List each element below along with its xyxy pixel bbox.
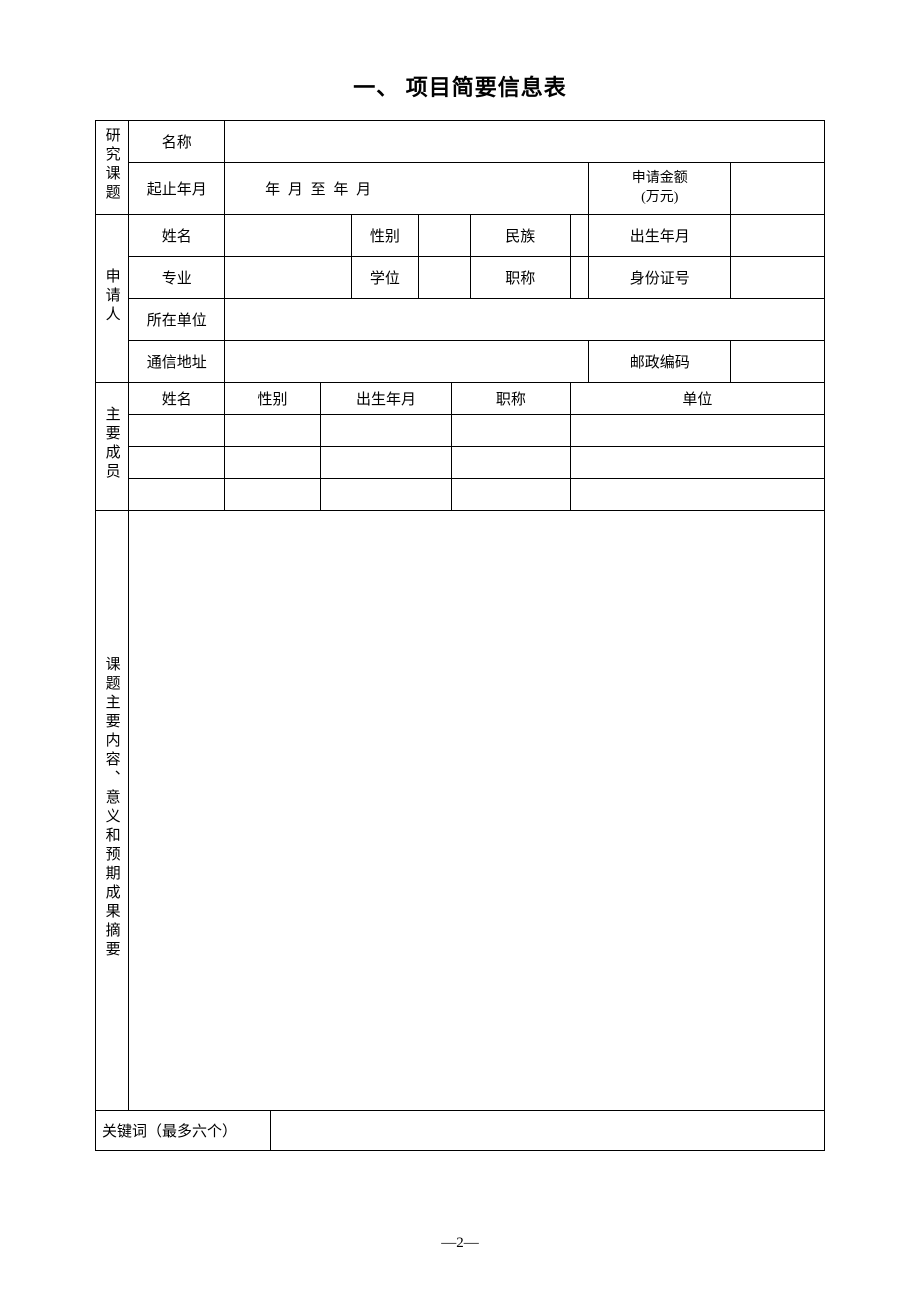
members-header-name: 姓名 — [129, 383, 225, 415]
applicant-gender-value — [418, 215, 470, 257]
applicant-degree-label: 学位 — [352, 257, 419, 299]
topic-period-label: 起止年月 — [129, 163, 225, 215]
applicant-unit-value — [225, 299, 825, 341]
applicant-postcode-value — [731, 341, 825, 383]
table-cell — [320, 479, 451, 511]
topic-amount-label: 申请金额(万元) — [589, 163, 731, 215]
table-cell — [225, 447, 321, 479]
applicant-section-label: 申请人 — [96, 215, 129, 383]
applicant-name-label: 姓名 — [129, 215, 225, 257]
table-cell — [570, 479, 824, 511]
applicant-birth-label: 出生年月 — [589, 215, 731, 257]
applicant-unit-label: 所在单位 — [129, 299, 225, 341]
table-cell — [129, 479, 225, 511]
applicant-address-label: 通信地址 — [129, 341, 225, 383]
topic-section-label: 研究课题 — [96, 121, 129, 215]
page-number: ―2― — [0, 1235, 920, 1252]
topic-name-value — [225, 121, 825, 163]
applicant-id-label: 身份证号 — [589, 257, 731, 299]
table-cell — [320, 447, 451, 479]
applicant-birth-value — [731, 215, 825, 257]
applicant-major-value — [225, 257, 352, 299]
table-cell — [225, 415, 321, 447]
applicant-degree-value — [418, 257, 470, 299]
applicant-id-value — [731, 257, 825, 299]
topic-period-value: 年 月 至 年 月 — [225, 163, 589, 215]
topic-name-label: 名称 — [129, 121, 225, 163]
summary-section-label: 课题主要内容、意义和预期成果摘要 — [96, 511, 129, 1111]
applicant-ethnic-value — [570, 215, 589, 257]
applicant-postcode-label: 邮政编码 — [589, 341, 731, 383]
page-title: 一、 项目简要信息表 — [95, 70, 825, 102]
table-cell — [452, 415, 571, 447]
topic-amount-value — [731, 163, 825, 215]
info-table: 研究课题 名称 起止年月 年 月 至 年 月 申请金额(万元) 申请人 姓名 性… — [95, 120, 825, 1151]
table-cell — [129, 447, 225, 479]
table-cell — [452, 479, 571, 511]
table-cell — [570, 447, 824, 479]
members-header-title: 职称 — [452, 383, 571, 415]
table-cell — [225, 479, 321, 511]
applicant-gender-label: 性别 — [352, 215, 419, 257]
keywords-label: 关键词（最多六个） — [96, 1111, 271, 1151]
members-section-label: 主要成员 — [96, 383, 129, 511]
members-header-birth: 出生年月 — [320, 383, 451, 415]
summary-content — [129, 511, 825, 1111]
applicant-major-label: 专业 — [129, 257, 225, 299]
table-cell — [452, 447, 571, 479]
applicant-address-value — [225, 341, 589, 383]
table-cell — [320, 415, 451, 447]
applicant-ethnic-label: 民族 — [470, 215, 570, 257]
table-cell — [129, 415, 225, 447]
table-cell — [570, 415, 824, 447]
applicant-title-label: 职称 — [470, 257, 570, 299]
applicant-title-value — [570, 257, 589, 299]
keywords-value — [270, 1111, 824, 1151]
members-header-unit: 单位 — [570, 383, 824, 415]
applicant-name-value — [225, 215, 352, 257]
members-header-gender: 性别 — [225, 383, 321, 415]
